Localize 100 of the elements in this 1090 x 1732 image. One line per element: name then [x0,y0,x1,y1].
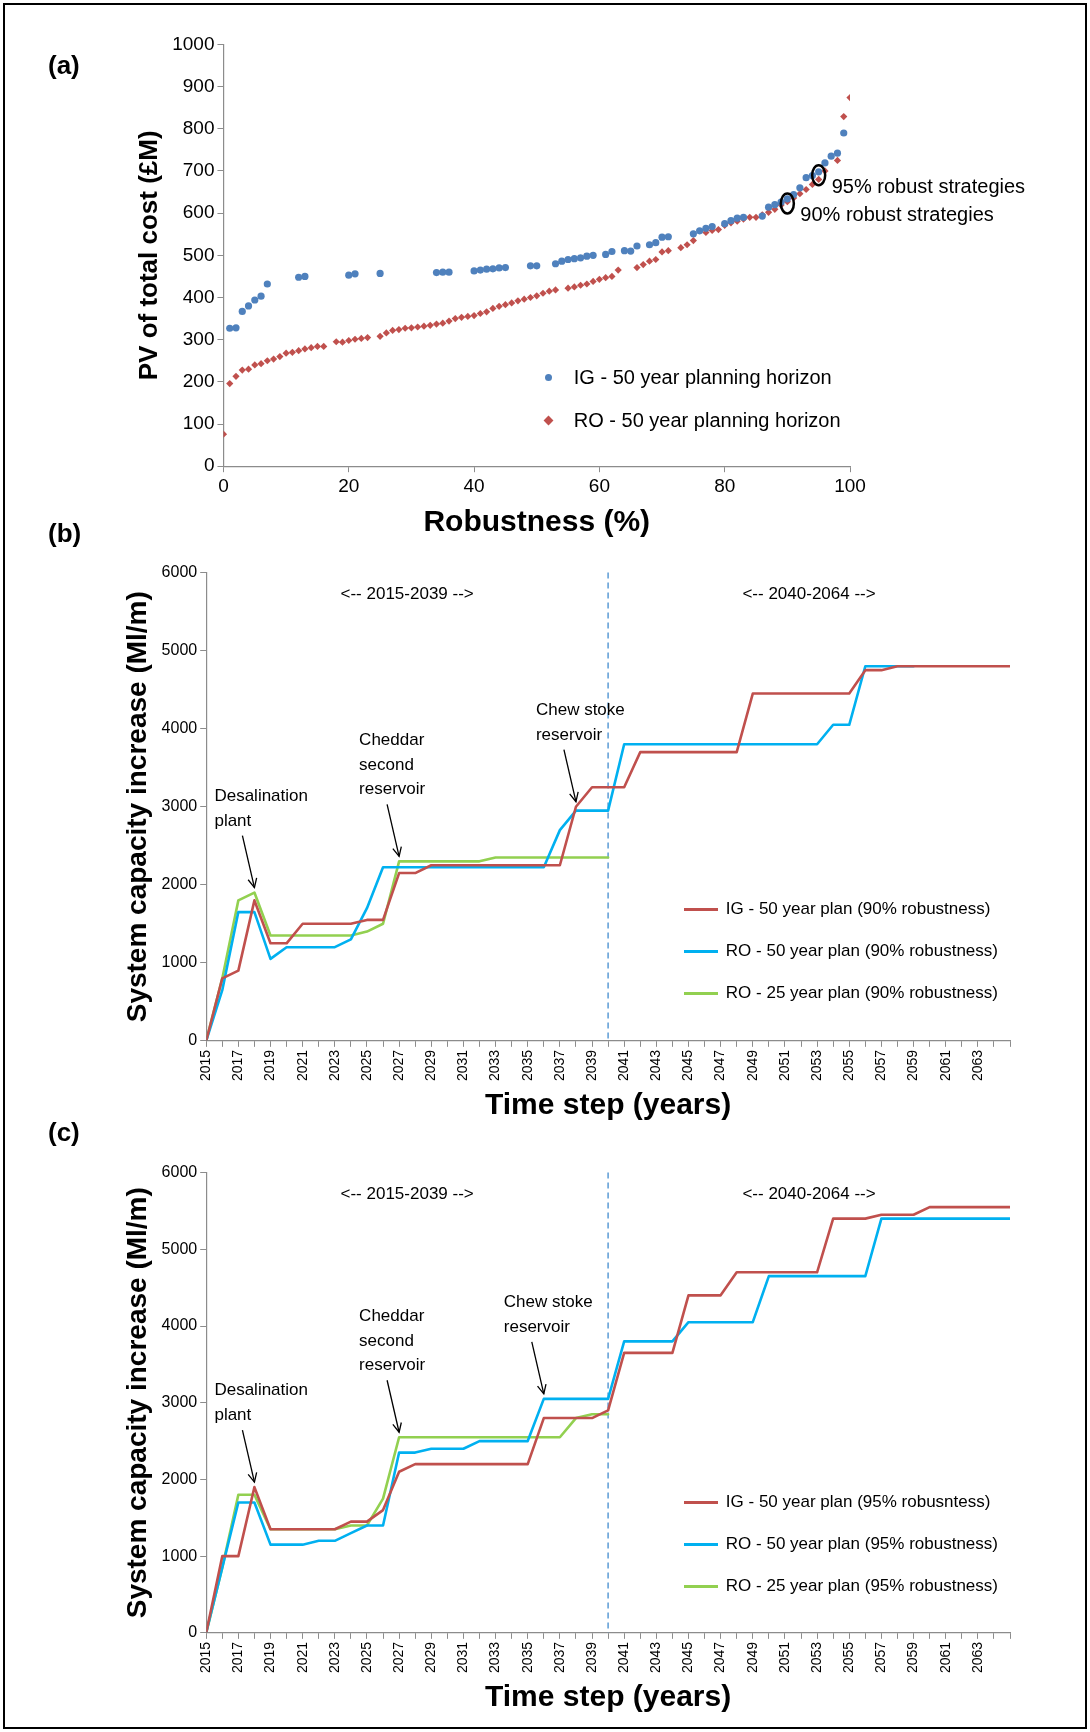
x-tick-label: 60 [588,474,610,496]
x-axis-title: Time step (years) [484,1087,732,1121]
x-tick-label: 2041 [615,1049,632,1082]
annotation: Chew stoke reservoir [535,700,625,744]
y-tick-label: 200 [182,370,215,392]
y-tick-label: 1000 [161,1546,198,1564]
x-tick-label: 2051 [775,1641,792,1674]
annotation: <-- 2015-2039 --> [340,584,474,604]
x-tick-label: 20 [338,474,360,496]
y-tick-label: 400 [182,285,215,307]
y-tick-label: 700 [182,159,215,181]
x-tick-label: 2055 [840,1641,857,1674]
x-tick-label: 2035 [518,1049,535,1082]
x-tick-label: 2053 [807,1641,824,1674]
annotation: Cheddar second reservoir [359,730,426,799]
x-tick-label: 2023 [325,1641,342,1674]
legend-label: IG - 50 year plan (90% robustness) [725,899,991,920]
x-tick-label: 2025 [357,1641,374,1674]
x-tick-label: 2057 [872,1049,889,1082]
x-tick-label: 40 [463,474,485,496]
x-tick-label: 2055 [840,1049,857,1082]
x-tick-label: 2061 [936,1049,953,1082]
x-tick-label: 2027 [389,1049,406,1082]
x-tick-label: 2029 [422,1049,439,1082]
x-tick-label: 2033 [486,1049,503,1082]
legend-label: IG - 50 year planning horizon [573,366,832,390]
y-axis-title: System capacity increase (Ml/m) [120,1187,152,1619]
x-tick-label: 2047 [711,1641,728,1674]
y-tick-label: 900 [182,74,215,96]
y-tick-label: 0 [203,454,215,476]
x-tick-label: 2061 [936,1641,953,1674]
x-tick-label: 2017 [229,1049,246,1082]
x-tick-label: 0 [218,474,229,496]
y-tick-label: 3000 [161,797,198,815]
x-tick-label: 2023 [325,1049,342,1082]
x-tick-label: 2063 [968,1641,985,1674]
x-tick-label: 2037 [550,1641,567,1674]
x-tick-label: 2017 [229,1641,246,1674]
x-tick-label: 2015 [197,1049,214,1082]
x-tick-label: 2031 [454,1049,471,1082]
y-tick-label: 500 [182,243,215,265]
legend-label: RO - 50 year plan (95% robustness) [725,1534,998,1555]
chart-title: (c) [48,1117,80,1148]
x-tick-label: 2045 [679,1641,696,1674]
x-tick-label: 2053 [807,1049,824,1082]
annotation: Chew stoke reservoir [503,1292,593,1336]
x-tick-label: 2033 [486,1641,503,1674]
y-tick-label: 2000 [161,1469,198,1487]
y-tick-label: 6000 [161,563,198,581]
x-tick-label: 2031 [454,1641,471,1674]
x-tick-label: 2043 [647,1641,664,1674]
x-tick-label: 2019 [261,1049,278,1082]
y-tick-label: 5000 [161,641,198,659]
x-tick-label: 80 [714,474,736,496]
x-tick-label: 2059 [904,1641,921,1674]
legend-label: IG - 50 year plan (95% robusntess) [725,1492,991,1513]
y-tick-label: 6000 [161,1163,198,1181]
x-tick-label: 100 [834,474,866,496]
y-tick-label: 1000 [161,953,198,971]
x-tick-label: 2015 [197,1641,214,1674]
legend-label: RO - 25 year plan (95% robustness) [725,1576,998,1597]
y-tick-label: 800 [182,116,215,138]
x-tick-label: 2037 [550,1049,567,1082]
chart-title: (a) [48,50,80,81]
y-axis-title: PV of total cost (£M) [132,130,163,381]
x-tick-label: 2059 [904,1049,921,1082]
x-tick-label: 2045 [679,1049,696,1082]
annotation: Desalination plant [214,785,308,830]
legend-label: RO - 50 year planning horizon [573,409,841,433]
annotation: 95% robust strategies [831,174,1026,197]
x-tick-label: 2035 [518,1641,535,1674]
x-axis-title: Time step (years) [484,1679,732,1713]
x-tick-label: 2039 [582,1641,599,1674]
x-tick-label: 2041 [615,1641,632,1674]
y-tick-label: 100 [182,412,215,434]
annotation: 90% robust strategies [800,202,994,225]
legend-label: RO - 50 year plan (90% robustness) [725,941,998,962]
x-tick-label: 2043 [647,1049,664,1082]
x-tick-label: 2039 [582,1049,599,1082]
x-tick-label: 2049 [743,1641,760,1674]
y-tick-label: 0 [188,1031,198,1049]
x-tick-label: 2049 [743,1049,760,1082]
y-tick-label: 600 [182,201,215,223]
x-tick-label: 2025 [357,1049,374,1082]
y-tick-label: 4000 [161,1316,198,1334]
x-tick-label: 2051 [775,1049,792,1082]
x-tick-label: 2021 [293,1641,310,1674]
x-tick-label: 2063 [968,1049,985,1082]
x-tick-label: 2027 [389,1641,406,1674]
y-tick-label: 2000 [161,875,198,893]
y-tick-label: 4000 [161,719,198,737]
x-axis-title: Robustness (%) [423,504,651,538]
x-tick-label: 2029 [422,1641,439,1674]
annotation: <-- 2040-2064 --> [742,584,876,604]
chart-title: (b) [48,518,82,549]
x-tick-label: 2019 [261,1641,278,1674]
annotation: <-- 2015-2039 --> [340,1184,474,1204]
annotation: Desalination plant [214,1380,308,1425]
legend-label: RO - 25 year plan (90% robustness) [725,983,998,1004]
x-tick-label: 2021 [293,1049,310,1082]
